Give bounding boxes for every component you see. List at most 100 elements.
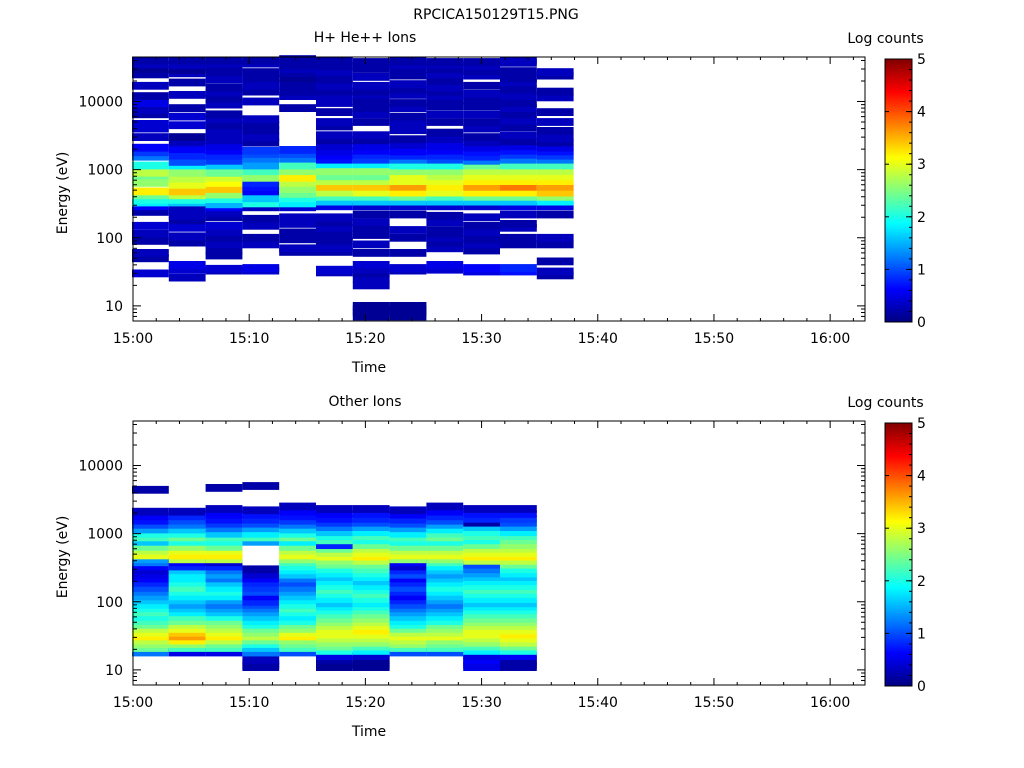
panel-other-ions: 15:00 15:10 15:20 15:30 15:40 15:50 16:0010100…: [55, 394, 926, 740]
heatmap-cell: [463, 62, 500, 71]
heatmap-cell: [279, 608, 316, 617]
heatmap-cell: [500, 541, 537, 549]
heatmap-cell: [352, 192, 390, 201]
panel-title: Other Ions: [328, 394, 401, 410]
heatmap-cell: [426, 188, 464, 197]
heatmap-cell: [316, 68, 353, 76]
heatmap-cell: [279, 578, 316, 587]
heatmap-cell: [205, 221, 243, 230]
heatmap-cell: [205, 578, 243, 587]
heatmap-cell: [316, 660, 353, 669]
heatmap-cell: [205, 136, 243, 145]
heatmap-cell: [205, 233, 243, 242]
heatmap-cell: [463, 167, 500, 176]
heatmap-cell: [389, 302, 427, 310]
heatmap-cell: [168, 636, 206, 645]
heatmap-cell: [279, 220, 316, 228]
y-tick-label: 1000: [87, 527, 123, 543]
heatmap-cell: [316, 582, 353, 590]
plot-frame: [132, 56, 866, 322]
heatmap-cell: [500, 146, 537, 155]
heatmap-cell: [389, 188, 427, 197]
heatmap-cell: [168, 138, 206, 147]
heatmap-cell: [316, 599, 353, 608]
heatmap-cell: [352, 155, 390, 164]
heatmap-cell: [500, 92, 537, 100]
heatmap-cell: [168, 265, 206, 274]
y-tick-label: 10: [105, 663, 123, 679]
heatmap-cell: [205, 209, 243, 217]
heatmap-cell: [205, 179, 243, 187]
heatmap-cell: [242, 187, 280, 196]
heatmap-cell: [389, 584, 427, 592]
heatmap-cell: [168, 61, 206, 70]
heatmap-cell: [463, 96, 500, 104]
y-tick-label: 100: [96, 231, 123, 247]
heatmap-cell: [352, 182, 390, 191]
heatmap-cell: [463, 505, 500, 513]
heatmap-cell: [279, 617, 316, 625]
heatmap-cell: [168, 187, 206, 196]
heatmap-cell: [132, 529, 169, 538]
heatmap-cell: [500, 610, 537, 619]
heatmap-cell: [426, 192, 464, 201]
heatmap-cell: [279, 199, 316, 208]
heatmap-cell: [389, 141, 427, 149]
heatmap-cell: [205, 608, 243, 617]
heatmap-cell: [426, 648, 464, 657]
heatmap-cell: [426, 555, 464, 564]
heatmap-cell: [500, 660, 537, 669]
heatmap-cell: [205, 555, 243, 564]
heatmap-cell: [500, 137, 537, 146]
heatmap-cell: [500, 150, 537, 159]
heatmap-cell: [205, 562, 243, 571]
heatmap-cell: [426, 155, 464, 164]
heatmap-cell: [389, 555, 427, 564]
heatmap-cell: [279, 601, 316, 609]
heatmap-cell: [205, 240, 243, 249]
heatmap-cell: [132, 570, 169, 579]
heatmap-cell: [389, 126, 427, 135]
heatmap-cell: [132, 537, 169, 546]
heatmap-cell: [426, 570, 464, 579]
heatmap-cell: [205, 168, 243, 177]
heatmap-cell: [463, 565, 500, 574]
heatmap-cell: [352, 172, 390, 181]
heatmap-cell: [426, 613, 464, 621]
heatmap-cell: [500, 590, 537, 598]
heatmap-cell: [168, 601, 206, 609]
heatmap-cell: [389, 85, 427, 94]
heatmap-cell: [242, 179, 280, 187]
x-tick-label: 15:50: [694, 695, 734, 711]
heatmap-cell: [352, 167, 390, 176]
heatmap-cell: [168, 238, 206, 247]
heatmap-cell: [316, 218, 353, 226]
heatmap-cell: [242, 56, 280, 65]
heatmap-cell: [500, 188, 537, 197]
heatmap-cell: [316, 118, 353, 126]
heatmap-cell: [389, 172, 427, 181]
heatmap-cell: [242, 636, 280, 645]
heatmap-cell: [242, 570, 280, 579]
heatmap-cell: [168, 91, 206, 99]
heatmap-cell: [536, 68, 574, 76]
heatmap-cell: [352, 536, 390, 545]
colorbar-tick-label: 5: [917, 416, 926, 432]
x-tick-label: 15:30: [461, 331, 501, 347]
heatmap-cell: [426, 233, 464, 242]
panel-title: H+ He++ Ions: [314, 30, 417, 46]
heatmap-cell: [279, 69, 316, 78]
y-axis-label: Energy (eV): [55, 516, 71, 599]
heatmap-cell: [536, 233, 574, 242]
heatmap-cell: [389, 155, 427, 164]
heatmap-cell: [426, 128, 464, 137]
heatmap-cell: [132, 187, 169, 196]
heatmap-cell: [316, 590, 353, 598]
heatmap-cell: [463, 510, 500, 518]
heatmap-cell: [132, 269, 169, 278]
heatmap-cell: [132, 625, 169, 633]
heatmap-cell: [463, 541, 500, 549]
heatmap-cell: [316, 197, 353, 206]
heatmap-cell: [132, 196, 169, 204]
